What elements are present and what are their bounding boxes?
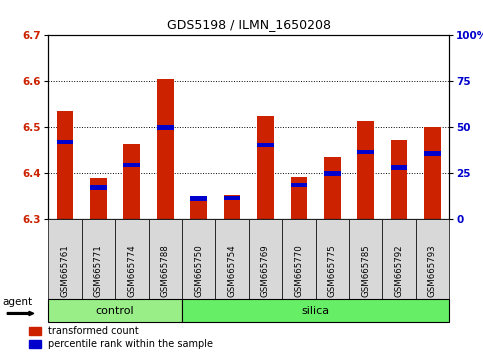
Bar <box>124 163 140 167</box>
Text: GSM665769: GSM665769 <box>261 245 270 297</box>
Bar <box>391 140 408 219</box>
Text: GSM665771: GSM665771 <box>94 245 103 297</box>
Bar <box>357 149 374 154</box>
Bar <box>257 116 274 219</box>
Legend: transformed count, percentile rank within the sample: transformed count, percentile rank withi… <box>29 326 213 349</box>
Text: GSM665770: GSM665770 <box>294 245 303 297</box>
Bar <box>224 195 241 219</box>
Bar <box>190 196 207 201</box>
Bar <box>357 121 374 219</box>
Text: GSM665793: GSM665793 <box>428 245 437 297</box>
Text: GSM665792: GSM665792 <box>395 245 404 297</box>
Bar <box>157 125 173 130</box>
Bar <box>57 111 73 219</box>
Bar <box>424 152 441 156</box>
Bar <box>290 183 307 187</box>
Bar <box>90 185 107 189</box>
Text: GSM665774: GSM665774 <box>128 245 136 297</box>
Bar <box>324 158 341 219</box>
Title: GDS5198 / ILMN_1650208: GDS5198 / ILMN_1650208 <box>167 18 331 32</box>
Text: GSM665775: GSM665775 <box>328 245 337 297</box>
Text: GSM665750: GSM665750 <box>194 245 203 297</box>
Text: agent: agent <box>2 297 32 307</box>
Bar <box>290 177 307 219</box>
Bar <box>157 79 173 219</box>
Bar <box>90 178 107 219</box>
Text: GSM665788: GSM665788 <box>161 245 170 297</box>
Bar <box>124 144 140 219</box>
Bar <box>391 165 408 170</box>
Text: control: control <box>96 306 134 316</box>
Bar <box>190 198 207 219</box>
Bar <box>424 126 441 219</box>
Bar <box>224 195 241 200</box>
Text: GSM665761: GSM665761 <box>60 245 70 297</box>
Text: silica: silica <box>301 306 329 316</box>
Bar <box>57 140 73 144</box>
Text: GSM665785: GSM665785 <box>361 245 370 297</box>
Bar <box>257 143 274 147</box>
Bar <box>324 171 341 176</box>
Text: GSM665754: GSM665754 <box>227 245 237 297</box>
